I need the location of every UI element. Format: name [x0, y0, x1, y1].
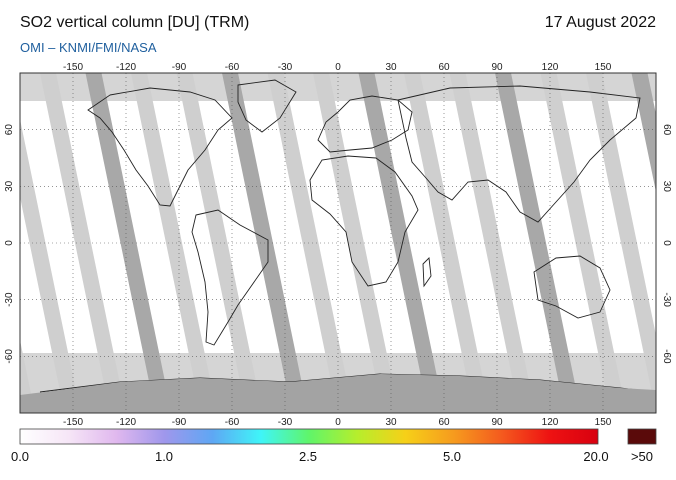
top-lon-tick-label: -30: [278, 62, 293, 73]
axis-tick-labels: -150 -150 -120 -120 -90 -90 -60 -60 -30 -30 0 0 30 30…: [4, 62, 672, 428]
europe: [317, 95, 413, 153]
bottom-lon-tick-label: 30: [385, 417, 397, 428]
swath-gap: [20, 119, 81, 413]
top-lon-tick-label: -90: [172, 62, 187, 73]
colorbar-overflow-label: >50: [630, 449, 654, 464]
swath-gap: [540, 73, 627, 413]
bottom-lon-tick-label: -150: [63, 417, 83, 428]
swath-gap: [404, 73, 490, 413]
top-lon-tick-label: -60: [225, 62, 240, 73]
swath-gap: [131, 73, 217, 413]
australia: [533, 255, 611, 319]
left-lat-tick-label: -60: [4, 349, 15, 364]
colorbar-label-4: 20.0: [583, 449, 609, 464]
left-lat-tick-label: 0: [4, 240, 15, 246]
swath-gap: [358, 73, 445, 413]
colorbar-overflow-box: [627, 428, 657, 445]
bottom-lon-tick-label: -120: [116, 417, 136, 428]
top-lon-tick-label: 60: [438, 62, 450, 73]
right-lat-tick-label: -30: [661, 292, 672, 307]
colorbar-label-1: 1.0: [154, 449, 174, 464]
left-lat-tick-label: 30: [4, 180, 15, 192]
swath-gap: [631, 73, 656, 192]
colorbar-label-3: 5.0: [442, 449, 462, 464]
bottom-lon-tick-label: 0: [335, 417, 341, 428]
graticule: [20, 73, 656, 413]
right-lat-tick-label: -60: [661, 349, 672, 364]
africa: [309, 155, 419, 287]
top-lon-tick-label: -120: [116, 62, 136, 73]
top-lon-tick-label: 150: [595, 62, 612, 73]
madagascar: [422, 257, 432, 288]
swath-gap: [267, 73, 354, 413]
map-frame: [19, 72, 657, 414]
bottom-lon-tick-label: 90: [491, 417, 503, 428]
top-lon-tick-label: 90: [491, 62, 503, 73]
left-lat-tick-label: -30: [4, 292, 15, 307]
north-america: [87, 87, 233, 207]
bottom-lon-tick-label: 150: [595, 417, 612, 428]
right-lat-tick-label: 30: [661, 181, 672, 193]
top-lon-tick-label: -150: [63, 62, 83, 73]
top-lon-tick-label: 30: [385, 62, 397, 73]
colorbar-label-0: 0.0: [10, 449, 30, 464]
greenland: [237, 79, 297, 133]
bottom-lon-tick-label: 120: [542, 417, 559, 428]
right-lat-tick-label: 60: [661, 124, 672, 136]
swath-gap: [40, 73, 126, 413]
bottom-lon-tick-label: -90: [172, 417, 187, 428]
bottom-lon-tick-label: 60: [438, 417, 450, 428]
swath-gap: [586, 73, 656, 413]
south-america: [191, 209, 269, 346]
asia: [397, 85, 641, 223]
top-lon-tick-label: 0: [335, 62, 341, 73]
map-title: SO2 vertical column [DU] (TRM): [20, 14, 250, 31]
bottom-lon-tick-label: -30: [278, 417, 293, 428]
right-lat-tick-label: 0: [661, 240, 672, 246]
swath-gap: [495, 73, 581, 413]
colorbar-label-2: 2.5: [298, 449, 318, 464]
left-lat-tick-label: 60: [4, 124, 15, 136]
map-date: 17 August 2022: [544, 14, 656, 31]
data-credit: OMI – KNMI/FMI/NASA: [20, 40, 157, 55]
bottom-lon-tick-label: -60: [225, 417, 240, 428]
top-lon-tick-label: 120: [542, 62, 559, 73]
colorbar: [19, 428, 599, 445]
